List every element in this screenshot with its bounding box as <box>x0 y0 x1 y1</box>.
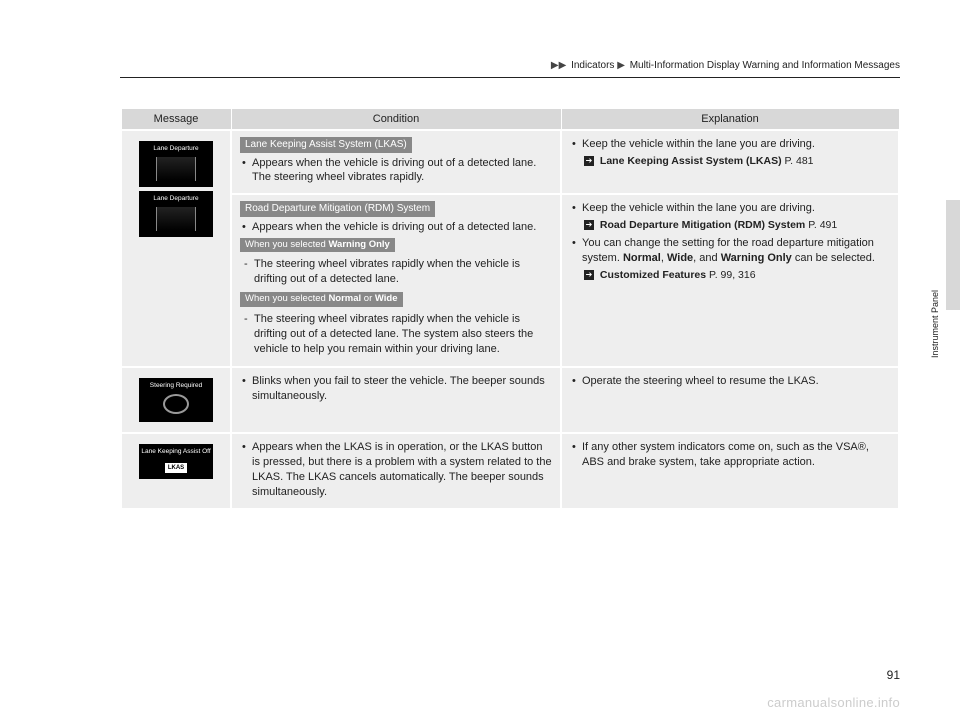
explanation-cell: Keep the vehicle within the lane you are… <box>561 130 899 194</box>
reference-link: ➔ Customized Features P. 99, 316 <box>570 268 890 282</box>
condition-cell: Appears when the LKAS is in operation, o… <box>231 433 561 508</box>
table-row: Lane Keeping Assist Off LKAS Appears whe… <box>121 433 899 508</box>
lkas-off-thumb: Lane Keeping Assist Off LKAS <box>139 444 213 479</box>
col-condition: Condition <box>231 109 561 131</box>
message-cell: Lane Keeping Assist Off LKAS <box>121 433 231 508</box>
condition-cell: Blinks when you fail to steer the vehicl… <box>231 367 561 433</box>
table-row: Lane Departure Lane Departure Lane Keepi… <box>121 130 899 194</box>
manual-page: ▶▶ Indicators ▶ Multi-Information Displa… <box>0 0 960 510</box>
explanation-text: You can change the setting for the road … <box>570 236 890 266</box>
breadcrumb: ▶▶ Indicators ▶ Multi-Information Displa… <box>120 60 900 78</box>
condition-text: Appears when the LKAS is in operation, o… <box>240 440 552 499</box>
table-row: Steering Required Blinks when you fail t… <box>121 367 899 433</box>
arrow-icon: ▶ <box>617 60 625 71</box>
lane-departure-thumb: Lane Departure <box>139 191 213 237</box>
explanation-text: Keep the vehicle within the lane you are… <box>570 201 890 216</box>
condition-text: The steering wheel vibrates rapidly when… <box>240 257 552 287</box>
lkas-tag: Lane Keeping Assist System (LKAS) <box>240 137 412 153</box>
normal-wide-tag: When you selected Normal or Wide <box>240 292 403 307</box>
explanation-cell: Operate the steering wheel to resume the… <box>561 367 899 433</box>
explanation-text: Keep the vehicle within the lane you are… <box>570 137 890 152</box>
condition-cell: Road Departure Mitigation (RDM) System A… <box>231 194 561 367</box>
section-label: Instrument Panel <box>930 290 940 358</box>
breadcrumb-1: Indicators <box>571 60 614 71</box>
arrow-icon: ▶▶ <box>551 60 566 71</box>
reference-link: ➔ Lane Keeping Assist System (LKAS) P. 4… <box>570 154 890 168</box>
condition-text: Appears when the vehicle is driving out … <box>240 156 552 186</box>
rdm-tag: Road Departure Mitigation (RDM) System <box>240 201 435 217</box>
reference-icon: ➔ <box>584 270 594 280</box>
page-number: 91 <box>887 668 900 682</box>
messages-table: Message Condition Explanation Lane Depar… <box>120 108 900 510</box>
explanation-text: If any other system indicators come on, … <box>570 440 890 470</box>
table-row: Road Departure Mitigation (RDM) System A… <box>121 194 899 367</box>
message-cell: Steering Required <box>121 367 231 433</box>
section-tab <box>946 200 960 310</box>
reference-link: ➔ Road Departure Mitigation (RDM) System… <box>570 218 890 232</box>
condition-text: Blinks when you fail to steer the vehicl… <box>240 374 552 404</box>
breadcrumb-2: Multi-Information Display Warning and In… <box>630 60 900 71</box>
col-explanation: Explanation <box>561 109 899 131</box>
lane-departure-thumb: Lane Departure <box>139 141 213 187</box>
explanation-cell: Keep the vehicle within the lane you are… <box>561 194 899 367</box>
condition-text: The steering wheel vibrates rapidly when… <box>240 312 552 357</box>
col-message: Message <box>121 109 231 131</box>
steering-required-thumb: Steering Required <box>139 378 213 422</box>
reference-icon: ➔ <box>584 156 594 166</box>
watermark: carmanualsonline.info <box>767 695 900 710</box>
warning-only-tag: When you selected Warning Only <box>240 238 395 253</box>
message-cell: Lane Departure Lane Departure <box>121 130 231 367</box>
explanation-text: Operate the steering wheel to resume the… <box>570 374 890 389</box>
explanation-cell: If any other system indicators come on, … <box>561 433 899 508</box>
condition-cell: Lane Keeping Assist System (LKAS) Appear… <box>231 130 561 194</box>
reference-icon: ➔ <box>584 220 594 230</box>
condition-text: Appears when the vehicle is driving out … <box>240 220 552 235</box>
